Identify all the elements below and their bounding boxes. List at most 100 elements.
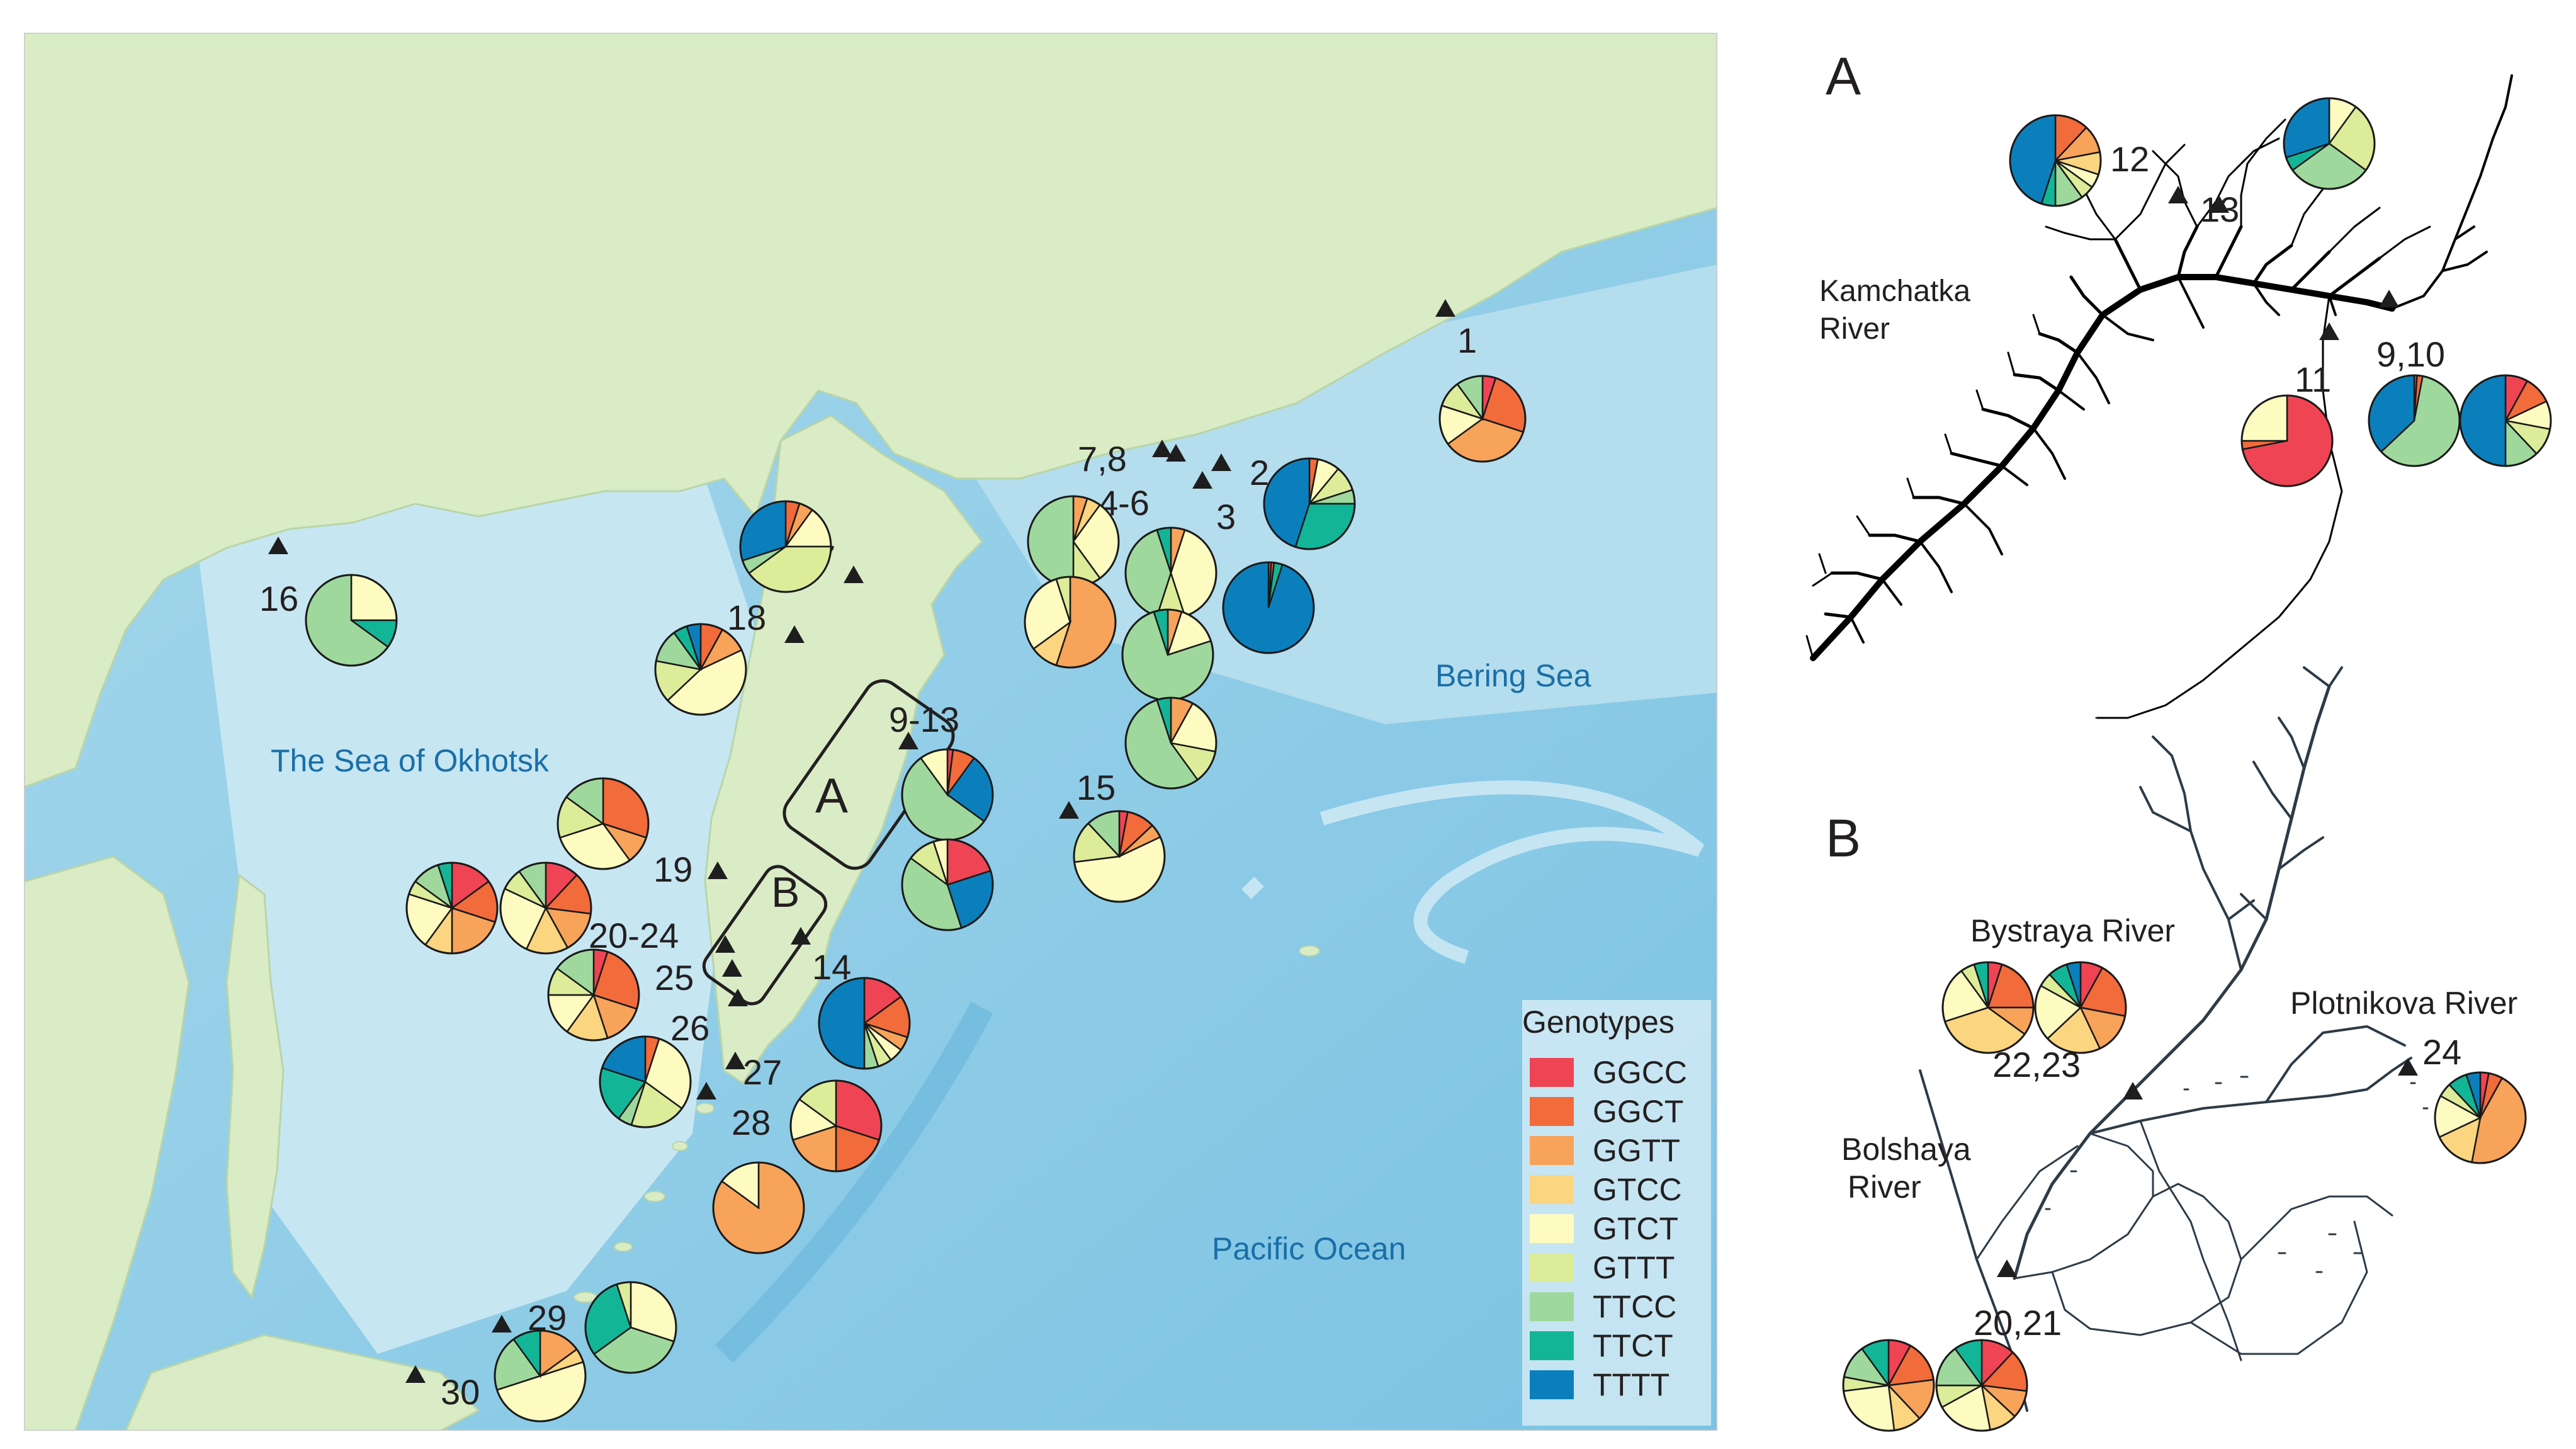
- svg-text:25: 25: [655, 958, 694, 997]
- site-marker: [2209, 195, 2229, 213]
- pie-chart: [556, 777, 650, 870]
- inset-b-river-label: River: [1848, 1169, 1921, 1205]
- pie-chart: [2283, 97, 2376, 190]
- pie-outline: [1222, 561, 1315, 654]
- pie-chart: [789, 1079, 883, 1173]
- legend-items: GGCC GGCT GGTT GTCC GTCT GTTT TTCC TTCT TTTT: [1530, 1055, 1687, 1402]
- inset-a-river-label: River: [1819, 312, 1890, 346]
- pie-chart: [2459, 374, 2552, 467]
- pie-chart: [1438, 375, 1527, 463]
- label-bering-sea: Bering Sea: [1435, 658, 1591, 693]
- pie-chart: [1935, 1339, 2028, 1432]
- svg-text:A: A: [815, 768, 848, 823]
- inset-a: A Kamchatka River 12 13 11 9,10: [1805, 47, 2513, 719]
- site-marker: [1435, 299, 1455, 317]
- bystraya-tributaries: [2139, 666, 2343, 971]
- pie-chart: [599, 1035, 692, 1128]
- pie-chart: [405, 861, 499, 955]
- pie-chart: [1842, 1339, 1935, 1432]
- svg-text:14: 14: [812, 947, 851, 987]
- pie-chart: [739, 500, 832, 593]
- kuril-kamchatka-trench: [715, 1001, 993, 1363]
- pie-chart: [1263, 457, 1356, 550]
- pie-chart: [2368, 374, 2461, 467]
- label-pacific-ocean: Pacific Ocean: [1212, 1231, 1406, 1266]
- kamchatka-tributary: [1824, 225, 2381, 619]
- inset-b-river-label: Plotnikova River: [2290, 986, 2517, 1021]
- inset-a-letter: A: [1826, 47, 1861, 106]
- pie-slice: [1843, 1384, 1895, 1432]
- inset-a-markers: [2168, 186, 2399, 340]
- pie-outline: [547, 948, 640, 1042]
- pie-chart: [1121, 608, 1214, 702]
- bystraya-main: [2013, 685, 2331, 1280]
- site-marker: [791, 927, 811, 945]
- legend-swatch: [1530, 1370, 1574, 1399]
- inset-b: B Bystraya River Plotnikova River Bolsha…: [1826, 666, 2517, 1412]
- pie-outline: [2009, 114, 2102, 207]
- pie-outline: [1263, 457, 1356, 550]
- svg-text:30: 30: [441, 1372, 480, 1412]
- aleutian-ridge: [1241, 780, 1705, 964]
- kamchatka-east-channel: [2391, 74, 2513, 310]
- legend-swatch: [1530, 1058, 1574, 1087]
- site-marker: [898, 732, 918, 749]
- pie-chart: [2009, 114, 2102, 207]
- pie-outline: [1024, 576, 1117, 669]
- pie-outline: [1438, 375, 1527, 463]
- pie-chart: [1222, 561, 1315, 654]
- pie-outline: [1124, 696, 1217, 790]
- svg-text:27: 27: [743, 1052, 782, 1092]
- pie-outline: [584, 1281, 677, 1374]
- legend-swatch: [1530, 1331, 1574, 1360]
- legend-label: TTTT: [1593, 1367, 1669, 1402]
- delta-channels: [1975, 717, 2393, 1361]
- site-marker: [2168, 186, 2188, 203]
- site-marker: [844, 565, 864, 583]
- legend-swatch: [1530, 1136, 1574, 1165]
- pie-chart: [818, 977, 911, 1070]
- legend-label: GTCC: [1593, 1172, 1682, 1207]
- pie-chart: [2034, 961, 2127, 1054]
- inset-a-river-label: Kamchatka: [1819, 275, 1970, 308]
- pie-outline: [499, 861, 592, 955]
- site-marker: [1192, 471, 1212, 489]
- pie-chart: [494, 1329, 587, 1423]
- pie-chart: [1027, 495, 1120, 588]
- svg-text:28: 28: [732, 1103, 771, 1142]
- inset-b-site-label: 24: [2422, 1032, 2461, 1072]
- pie-outline: [599, 1035, 692, 1128]
- pie-chart: [1941, 961, 2035, 1054]
- pie-outline: [405, 861, 499, 955]
- kamchatka-river-network: [1805, 74, 2513, 719]
- site-marker: [715, 935, 735, 953]
- legend-label: GGTT: [1593, 1133, 1680, 1168]
- legend-label: GGCC: [1593, 1055, 1687, 1090]
- sakhalin-island: [225, 873, 285, 1300]
- pie-outline: [556, 777, 650, 870]
- svg-text:3: 3: [1216, 497, 1236, 537]
- kamchatka-south-channel: [2095, 295, 2343, 719]
- mainland-lower: [24, 855, 190, 1431]
- pie-outline: [2434, 1071, 2527, 1164]
- inset-b-markers: [1997, 1058, 2418, 1277]
- pie-chart: [901, 748, 994, 841]
- pie-outline: [2240, 394, 2334, 487]
- site-marker: [2319, 322, 2339, 340]
- pie-chart: [654, 623, 747, 716]
- legend-label: TTCC: [1593, 1289, 1676, 1324]
- study-box-a: A: [782, 679, 955, 870]
- legend-swatch: [1530, 1097, 1574, 1126]
- pie-slice: [2459, 374, 2507, 467]
- pie-chart: [1124, 526, 1217, 620]
- pie-outline: [305, 574, 398, 667]
- inset-a-site-label: 11: [2295, 360, 2331, 399]
- pie-chart: [901, 838, 994, 931]
- inset-b-site-label: 20,21: [1974, 1303, 2062, 1343]
- legend-title: Genotypes: [1522, 1004, 1675, 1040]
- site-marker: [492, 1315, 512, 1333]
- kamchatka-main-stem: [1810, 274, 2395, 661]
- pie-chart: [1073, 810, 1166, 903]
- svg-text:1: 1: [1457, 321, 1477, 360]
